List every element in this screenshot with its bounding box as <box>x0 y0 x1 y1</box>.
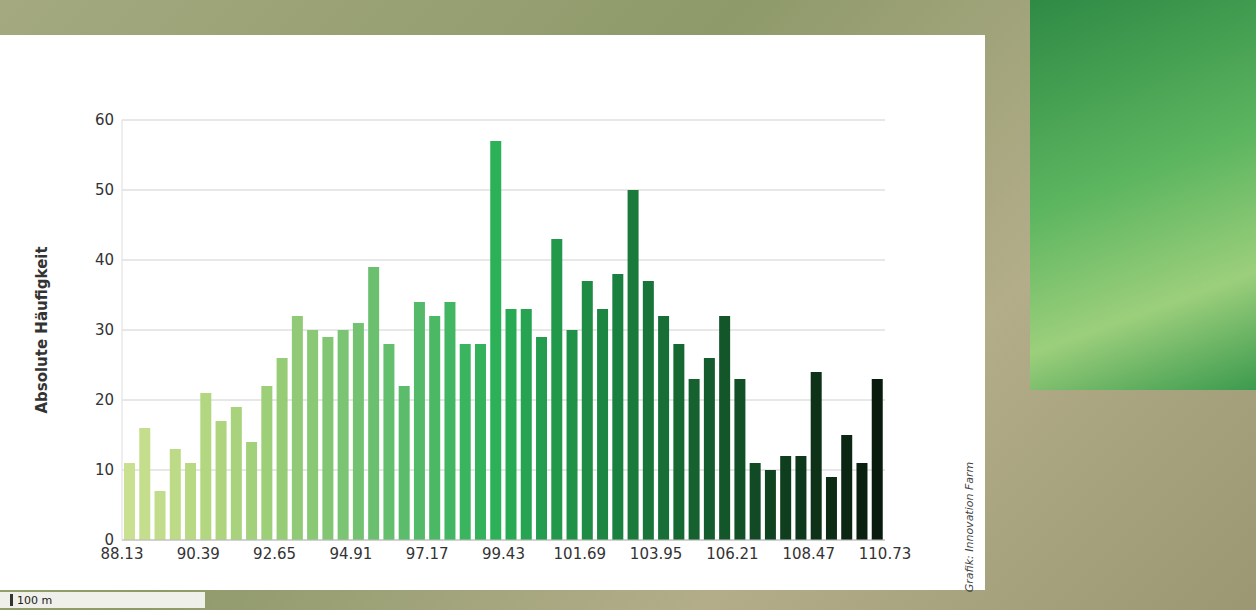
svg-text:0: 0 <box>104 531 114 549</box>
svg-text:92.65: 92.65 <box>253 545 296 563</box>
svg-text:40: 40 <box>95 251 114 269</box>
svg-text:Absolute Häufigkeit: Absolute Häufigkeit <box>33 246 51 413</box>
svg-text:20: 20 <box>95 391 114 409</box>
svg-text:110.73: 110.73 <box>859 545 912 563</box>
svg-text:10: 10 <box>95 461 114 479</box>
svg-text:106.21: 106.21 <box>706 545 759 563</box>
html-text:Grafik: Innovation Farm: Grafik: Innovation Farm <box>963 461 976 593</box>
svg-text:60: 60 <box>95 111 114 129</box>
svg-text:99.43: 99.43 <box>482 545 525 563</box>
svg-text:97.17: 97.17 <box>406 545 449 563</box>
svg-text:101.69: 101.69 <box>554 545 607 563</box>
svg-text:108.47: 108.47 <box>782 545 835 563</box>
html-text:100 m: 100 m <box>17 593 53 607</box>
svg-text:88.13: 88.13 <box>100 544 144 563</box>
svg-text:30: 30 <box>95 321 114 339</box>
svg-text:50: 50 <box>95 181 114 199</box>
svg-text:90.39: 90.39 <box>177 545 220 563</box>
svg-text:103.95: 103.95 <box>630 545 683 563</box>
svg-text:94.91: 94.91 <box>329 545 372 563</box>
